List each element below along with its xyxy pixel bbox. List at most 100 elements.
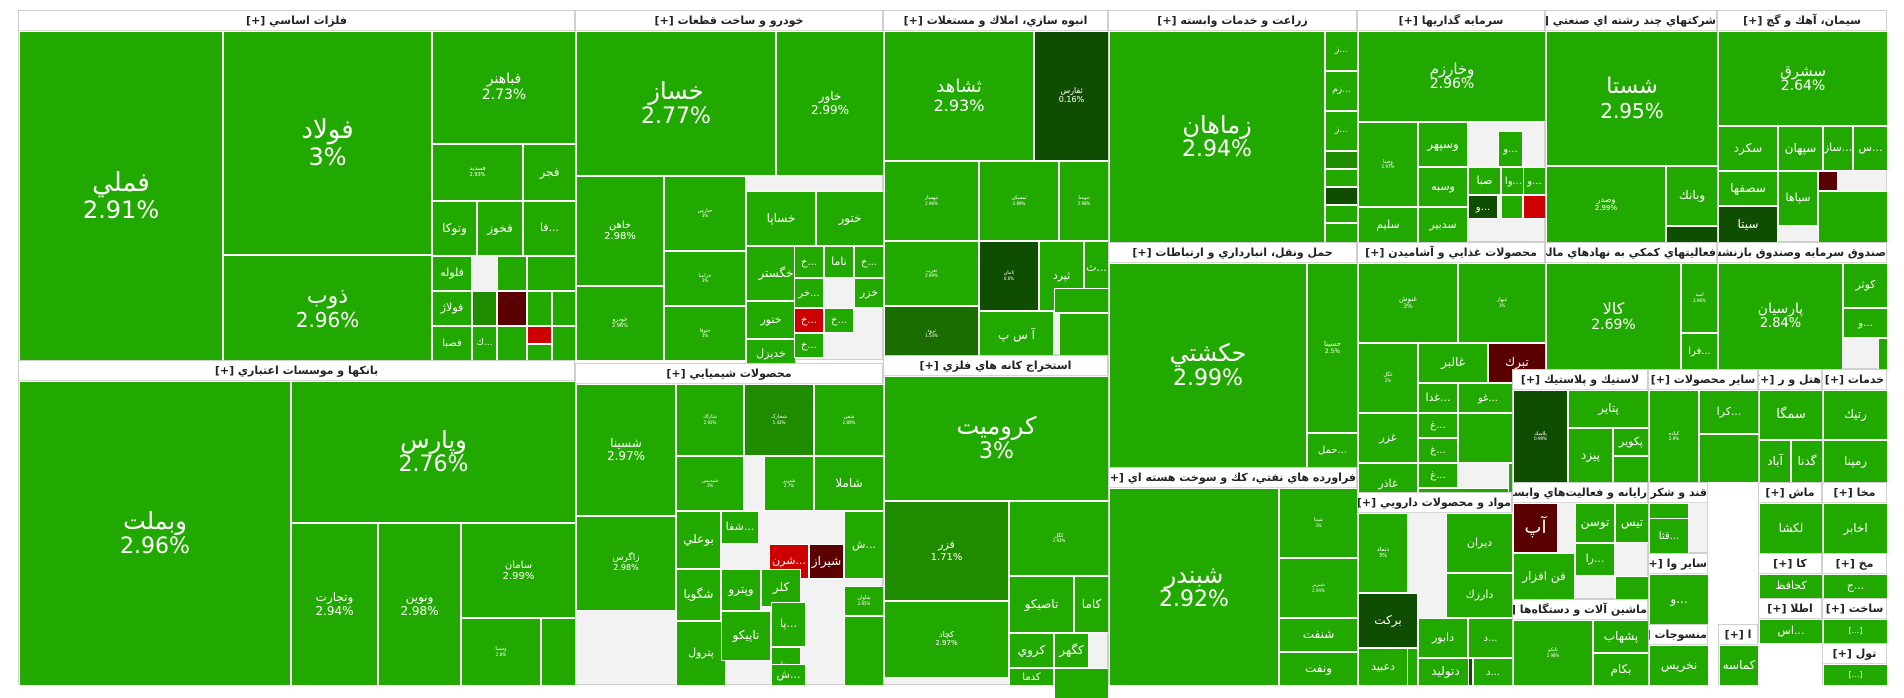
stock-tile[interactable]: كوثر <box>1843 263 1888 308</box>
stock-tile[interactable]: خساپا <box>746 191 816 246</box>
stock-tile[interactable]: فا... <box>523 201 576 256</box>
stock-tile[interactable]: سشرق 2.64% <box>1718 31 1888 126</box>
small-stock-tile[interactable] <box>1325 151 1358 169</box>
stock-tile[interactable]: تيس <box>1615 503 1649 543</box>
small-stock-tile[interactable] <box>1054 668 1109 698</box>
stock-tile[interactable]: زاگرس 2.98% <box>576 516 676 611</box>
stock-tile[interactable]: فصبا <box>432 326 472 361</box>
small-stock-tile[interactable] <box>1613 456 1649 483</box>
sector-header[interactable]: حمل ونقل، انبارداري و ارتباطات [+] <box>1109 243 1356 263</box>
stock-tile[interactable]: د... <box>1468 618 1513 658</box>
stock-tile[interactable]: وبملت 2.96% <box>19 381 291 686</box>
sector-header[interactable]: هتل و ر [+] <box>1759 370 1821 390</box>
stock-tile[interactable]: ثبهساز 2.96% <box>884 161 979 241</box>
stock-tile[interactable]: تاپيكو <box>721 611 771 661</box>
stock-tile[interactable]: سصفها <box>1718 171 1778 206</box>
stock-tile[interactable]: اخابر <box>1823 503 1888 554</box>
sector-header[interactable]: تول [+] <box>1823 644 1886 664</box>
sector-header[interactable]: قند و شکر [+] <box>1649 483 1707 503</box>
sector-header[interactable]: صندوق سرمايه وصندوق بازنشستگي به جز [+] <box>1718 243 1886 263</box>
stock-tile[interactable]: ثنوسا 2.98% <box>1059 161 1109 241</box>
stock-tile[interactable]: كحافظ <box>1759 574 1823 599</box>
stock-tile[interactable]: فرا... <box>1681 333 1718 370</box>
stock-tile[interactable]: وسپهر <box>1418 122 1468 167</box>
stock-tile[interactable]: ثفارس 0.16% <box>1034 31 1109 161</box>
stock-tile[interactable]: فن افزار <box>1513 553 1575 600</box>
small-stock-tile[interactable] <box>1059 313 1109 361</box>
stock-tile[interactable]: آباد <box>1759 440 1791 483</box>
sector-header[interactable]: ماش [+] <box>1759 483 1821 503</box>
stock-tile[interactable]: شسينا 2.97% <box>576 384 676 516</box>
stock-tile[interactable]: سپهان <box>1778 126 1823 171</box>
stock-tile[interactable]: ختور <box>816 191 884 246</box>
stock-tile[interactable]: غدا... <box>1418 383 1458 413</box>
stock-tile[interactable]: ختوقا 3% <box>664 306 746 361</box>
stock-tile[interactable]: كرا... <box>1699 390 1759 434</box>
stock-tile[interactable]: س... <box>1853 126 1888 171</box>
stock-tile[interactable]: وصدر 2.99% <box>1546 166 1666 243</box>
stock-tile[interactable]: بكام <box>1593 653 1649 686</box>
stock-tile[interactable]: كدما <box>1009 668 1054 686</box>
sector-header[interactable]: منسوجات [+] <box>1649 625 1707 645</box>
small-stock-tile[interactable] <box>527 256 576 291</box>
stock-tile[interactable]: دتماد 3% <box>1358 513 1408 593</box>
stock-tile[interactable]: [...] <box>1823 664 1888 686</box>
stock-tile[interactable]: بوعلي <box>676 511 721 569</box>
stock-tile[interactable]: پلاسك 0.99% <box>1513 390 1568 483</box>
sector-header[interactable]: ساخت [+] <box>1823 599 1886 619</box>
stock-tile[interactable]: وبانك <box>1666 166 1718 226</box>
stock-tile[interactable]: خ... <box>824 308 854 333</box>
stock-tile[interactable]: فسديد 2.93% <box>432 144 523 201</box>
stock-tile[interactable]: غبهار 3% <box>1458 263 1546 343</box>
small-stock-tile[interactable] <box>527 291 552 326</box>
stock-tile[interactable]: پا... <box>771 602 806 647</box>
stock-tile[interactable]: ك... <box>472 326 497 361</box>
stock-tile[interactable]: ساز... <box>1823 126 1853 171</box>
small-stock-tile[interactable] <box>1325 187 1358 205</box>
stock-tile[interactable]: بركت <box>1358 593 1418 648</box>
stock-tile[interactable]: خ... <box>794 333 824 358</box>
stock-tile[interactable]: كگل 2.93% <box>1009 501 1109 576</box>
stock-tile[interactable]: سامان 2.99% <box>461 523 576 618</box>
stock-tile[interactable]: كالا 2.69% <box>1546 263 1681 370</box>
stock-tile[interactable]: غو... <box>1458 383 1518 413</box>
stock-tile[interactable]: شبريز 2.7% <box>764 456 814 511</box>
stock-tile[interactable]: توسن <box>1575 503 1615 543</box>
stock-tile[interactable]: شبريز 2.94% <box>1279 558 1358 618</box>
stock-tile[interactable]: غ... <box>1418 438 1458 463</box>
stock-tile[interactable]: شفا... <box>721 511 759 544</box>
small-stock-tile[interactable] <box>497 256 527 291</box>
stock-tile[interactable]: فزر 1.71% <box>884 501 1009 601</box>
stock-tile[interactable]: نخريس <box>1649 645 1709 686</box>
stock-tile[interactable]: ذوب 2.96% <box>223 255 432 361</box>
stock-tile[interactable]: كاما <box>1074 576 1109 633</box>
stock-tile[interactable]: گدنا <box>1791 440 1823 483</box>
stock-tile[interactable]: سليم <box>1358 207 1418 243</box>
stock-tile[interactable]: شستا 2.95% <box>1546 31 1718 166</box>
stock-tile[interactable]: وا... <box>1501 167 1526 195</box>
stock-tile[interactable]: غ... <box>1418 413 1458 438</box>
sector-header[interactable]: فراورده هاي نفتي، كك و سوخت هسته اي [+] <box>1109 468 1356 488</box>
small-stock-tile[interactable] <box>1325 169 1358 187</box>
stock-tile[interactable]: پيزد <box>1568 428 1613 483</box>
sector-header[interactable]: زراعت و خدمات وابسته [+] <box>1109 11 1356 31</box>
stock-tile[interactable]: و... <box>1843 308 1888 338</box>
small-stock-tile[interactable] <box>1615 576 1649 600</box>
stock-tile[interactable]: پارسيان 2.84% <box>1718 263 1843 370</box>
stock-tile[interactable]: پترول <box>676 621 726 686</box>
stock-tile[interactable]: كگهر <box>1054 633 1089 668</box>
small-stock-tile[interactable] <box>1878 338 1888 370</box>
stock-tile[interactable]: شپنا 3% <box>1279 488 1358 558</box>
stock-tile[interactable]: ثامان 0.6% <box>979 241 1039 311</box>
stock-tile[interactable]: تاپكو 2.98% <box>1513 620 1593 686</box>
small-stock-tile[interactable] <box>552 291 576 326</box>
sector-header[interactable]: محصولات غذايي و آشاميدن [+] <box>1358 243 1544 263</box>
stock-tile[interactable]: دارزك <box>1446 573 1513 618</box>
stock-tile[interactable]: پشهاب <box>1593 620 1649 653</box>
small-stock-tile[interactable] <box>1699 434 1759 483</box>
sector-header[interactable]: خدمات [+] <box>1823 370 1886 390</box>
small-stock-tile[interactable] <box>1501 195 1523 219</box>
stock-tile[interactable]: خ... <box>794 246 824 278</box>
sector-header[interactable]: رايانه و فعاليت‌هاي وابسته [+] <box>1513 483 1647 503</box>
stock-tile[interactable]: ديران <box>1446 513 1513 573</box>
